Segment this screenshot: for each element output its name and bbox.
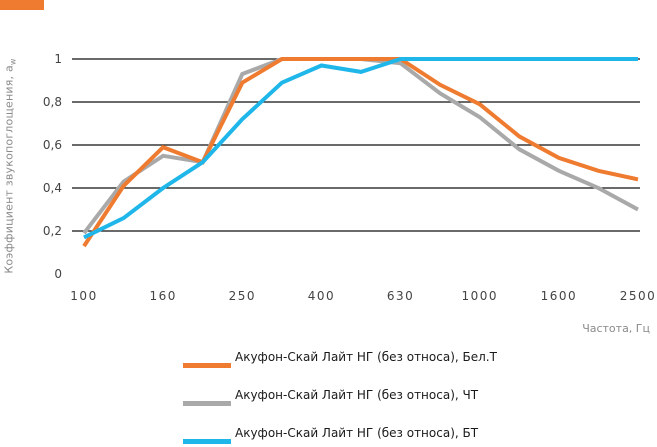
y-tick-label: 1 (54, 52, 62, 66)
legend-label: Акуфон-Скай Лайт НГ (без относа), БТ (235, 426, 479, 440)
x-axis-label: Частота, Гц (582, 322, 650, 335)
y-tick-label: 0,2 (43, 224, 62, 238)
grid-lines (72, 58, 640, 232)
y-tick-label: 0 (54, 267, 62, 281)
legend-item: Акуфон-Скай Лайт НГ (без относа), Бел.Т (183, 350, 603, 370)
x-tick-label: 1000 (461, 289, 498, 303)
x-tick-label: 100 (70, 289, 97, 303)
series-line (83, 57, 638, 240)
series-line (82, 57, 639, 235)
legend-label: Акуфон-Скай Лайт НГ (без относа), Бел.Т (235, 350, 497, 364)
x-tick-label: 250 (229, 289, 256, 303)
x-tick-label: 1600 (541, 289, 578, 303)
y-tick-label: 0,8 (43, 95, 62, 109)
legend-item: Акуфон-Скай Лайт НГ (без относа), БТ (183, 426, 603, 446)
legend-item: Акуфон-Скай Лайт НГ (без относа), ЧТ (183, 388, 603, 408)
x-tick-label: 400 (308, 289, 335, 303)
x-tick-label: 160 (149, 289, 176, 303)
legend-swatch (183, 439, 231, 444)
y-axis-label: Коэффициент звукопоглощения, aw (2, 58, 18, 274)
legend-swatch (183, 363, 231, 368)
x-tick-label: 630 (387, 289, 414, 303)
x-tick-labels: 100 160 250 400 630 1000 1600 2500 (70, 289, 657, 303)
series-lines (82, 57, 639, 248)
accent-bar (0, 0, 44, 10)
legend-label: Акуфон-Скай Лайт НГ (без относа), ЧТ (235, 388, 479, 402)
y-tick-label: 0,6 (43, 138, 62, 152)
y-tick-label: 0,4 (43, 181, 62, 195)
y-axis-label-container: Коэффициент звукопоглощения, aw (1, 41, 19, 291)
x-tick-label: 2500 (620, 289, 657, 303)
legend-swatch (183, 401, 231, 406)
y-tick-labels: 0 0,2 0,4 0,6 0,8 1 (43, 52, 62, 281)
series-line (82, 57, 639, 248)
